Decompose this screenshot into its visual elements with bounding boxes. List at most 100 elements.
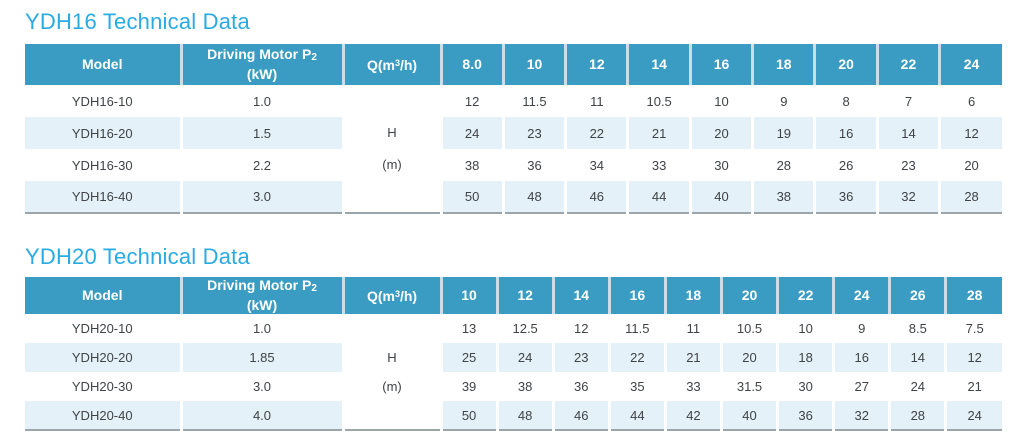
table-row: YDH16-40 3.0 50 48 46 44 40 38 36 32 28	[25, 181, 1002, 213]
head-value-cell: 12.5	[495, 314, 554, 343]
head-value-cell: 27	[832, 372, 890, 401]
head-value-cell: 40	[719, 401, 778, 430]
q-unit: /h)	[399, 57, 418, 73]
ydh20-header-row: Model Driving Motor P2 (kW) Q(m3/h) 10 12…	[25, 277, 1002, 314]
head-value-cell: 28	[751, 149, 815, 181]
head-unit-cell: H (m)	[341, 85, 441, 213]
col-header-flow-value: 20	[813, 44, 878, 85]
head-value-cell: 7	[875, 85, 940, 117]
head-value-cell: 33	[626, 149, 691, 181]
head-value-cell: 24	[888, 372, 946, 401]
col-header-flow-value: 20	[719, 277, 778, 314]
head-value-cell: 21	[626, 117, 691, 149]
ydh16-header-row: Model Driving Motor P2 (kW) Q(m3/h) 8.0 1…	[25, 44, 1002, 85]
head-value-cell: 12	[439, 85, 504, 117]
head-value-cell: 24	[944, 401, 1002, 430]
head-value-cell: 6	[938, 85, 1002, 117]
model-cell: YDH20-10	[25, 314, 181, 343]
head-value-cell: 36	[813, 181, 878, 213]
head-value-cell: 12	[944, 343, 1002, 372]
head-unit: (m)	[382, 156, 402, 172]
col-header-driving-motor: Driving Motor P2 (kW)	[179, 277, 343, 314]
head-value-cell: 38	[495, 372, 554, 401]
table-row: YDH20-40 4.0 50 48 46 44 42 40 36 32 28 …	[25, 401, 1002, 430]
col-header-flow-value: 12	[495, 277, 554, 314]
head-value-cell: 12	[551, 314, 610, 343]
motor-subscript: 2	[311, 283, 317, 294]
col-header-model: Model	[25, 277, 181, 314]
head-value-cell: 46	[564, 181, 628, 213]
power-cell: 1.5	[179, 117, 343, 149]
head-unit-cell: H (m)	[341, 314, 441, 430]
head-value-cell: 30	[688, 149, 753, 181]
power-cell: 3.0	[179, 372, 343, 401]
head-value-cell: 36	[501, 149, 566, 181]
head-value-cell: 20	[938, 149, 1002, 181]
head-value-cell: 11.5	[501, 85, 566, 117]
head-value-cell: 20	[719, 343, 778, 372]
head-symbol: H	[387, 124, 397, 140]
head-value-cell: 46	[551, 401, 610, 430]
motor-unit: (kW)	[246, 66, 278, 82]
head-value-cell: 40	[688, 181, 753, 213]
model-cell: YDH16-20	[25, 117, 181, 149]
col-header-flow-value: 10	[501, 44, 566, 85]
head-value-cell: 9	[751, 85, 815, 117]
head-value-cell: 48	[495, 401, 554, 430]
q-label: Q(m	[366, 57, 395, 73]
model-cell: YDH20-30	[25, 372, 181, 401]
col-header-flow-value: 26	[888, 277, 946, 314]
head-value-cell: 31.5	[719, 372, 778, 401]
col-header-flow-value: 22	[776, 277, 834, 314]
head-value-cell: 23	[501, 117, 566, 149]
ydh20-section: YDH20 Technical Data Model Driving Motor…	[25, 214, 1019, 431]
ydh16-section: YDH16 Technical Data Model Driving Motor…	[25, 0, 1019, 214]
col-header-flow-value: 14	[551, 277, 610, 314]
head-unit: (m)	[382, 378, 402, 394]
head-value-cell: 10	[688, 85, 753, 117]
head-value-cell: 24	[439, 117, 504, 149]
model-cell: YDH20-40	[25, 401, 181, 430]
col-header-driving-motor: Driving Motor P2 (kW)	[179, 44, 343, 85]
head-value-cell: 34	[564, 149, 628, 181]
col-header-flow-value: 18	[751, 44, 815, 85]
motor-unit: (kW)	[246, 297, 278, 313]
head-value-cell: 10.5	[626, 85, 691, 117]
head-value-cell: 14	[888, 343, 946, 372]
motor-label: Driving Motor P	[207, 46, 312, 62]
power-cell: 1.0	[179, 314, 343, 343]
head-value-cell: 50	[439, 401, 498, 430]
head-value-cell: 21	[663, 343, 722, 372]
col-header-flow-value: 12	[564, 44, 628, 85]
head-value-cell: 7.5	[944, 314, 1002, 343]
head-value-cell: 19	[751, 117, 815, 149]
col-header-flow-value: 10	[439, 277, 498, 314]
model-cell: YDH16-10	[25, 85, 181, 117]
table-row: YDH20-10 1.0 H (m) 13 12.5 12 11.5 11 10.…	[25, 314, 1002, 430]
head-value-cell: 16	[813, 117, 878, 149]
power-cell: 3.0	[179, 181, 343, 213]
col-header-model: Model	[25, 44, 181, 85]
head-value-cell: 32	[875, 181, 940, 213]
head-value-cell: 8	[813, 85, 878, 117]
head-value-cell: 24	[495, 343, 554, 372]
head-value-cell: 16	[832, 343, 890, 372]
col-header-flow-value: 14	[626, 44, 691, 85]
head-symbol: H	[387, 349, 397, 365]
head-value-cell: 25	[439, 343, 498, 372]
model-cell: YDH16-40	[25, 181, 181, 213]
power-cell: 2.2	[179, 149, 343, 181]
q-superscript: 3	[394, 289, 400, 299]
q-unit: /h)	[399, 288, 418, 304]
head-value-cell: 14	[875, 117, 940, 149]
ydh16-table: Model Driving Motor P2 (kW) Q(m3/h) 8.0 1…	[25, 44, 1002, 214]
head-value-cell: 38	[439, 149, 504, 181]
head-value-cell: 23	[875, 149, 940, 181]
head-value-cell: 10	[776, 314, 834, 343]
head-value-cell: 26	[813, 149, 878, 181]
head-value-cell: 39	[439, 372, 498, 401]
head-value-cell: 44	[607, 401, 666, 430]
head-value-cell: 18	[776, 343, 834, 372]
table-row: YDH16-30 2.2 38 36 34 33 30 28 26 23 20	[25, 149, 1002, 181]
